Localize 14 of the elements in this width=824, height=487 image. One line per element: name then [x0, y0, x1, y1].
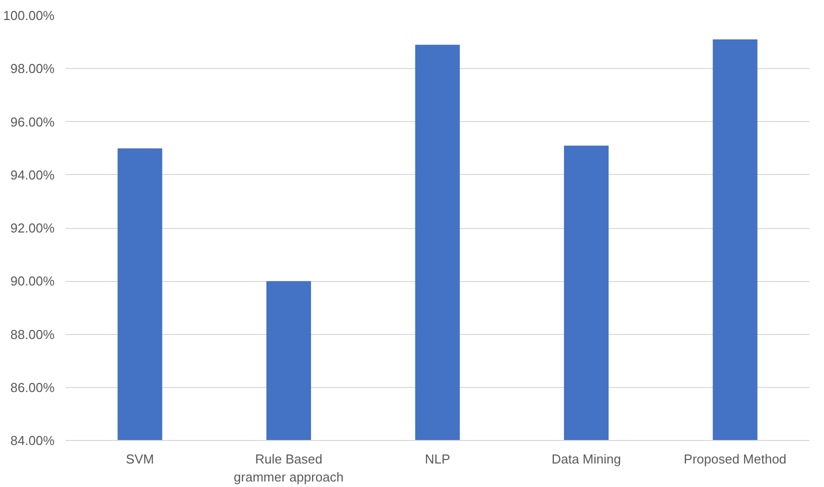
- x-tick-label: NLP: [424, 452, 450, 466]
- y-tick-label: 90.00%: [10, 274, 55, 289]
- x-tick-label: Proposed Method: [684, 452, 786, 466]
- y-tick-label: 88.00%: [10, 326, 55, 342]
- y-tick-label: 100.00%: [3, 8, 55, 23]
- x-tick-label: Rule Based grammer approach: [234, 452, 344, 484]
- y-tick-label: 92.00%: [10, 220, 55, 236]
- y-tick-label: 98.00%: [10, 61, 55, 76]
- y-tick-label: 96.00%: [10, 114, 55, 130]
- y-tick-label: 86.00%: [10, 380, 55, 395]
- x-tick-label: Data Mining: [552, 452, 621, 466]
- y-tick-label: 84.00%: [10, 433, 55, 448]
- y-tick-label: 94.00%: [10, 167, 55, 182]
- x-tick-label: SVM: [126, 452, 154, 466]
